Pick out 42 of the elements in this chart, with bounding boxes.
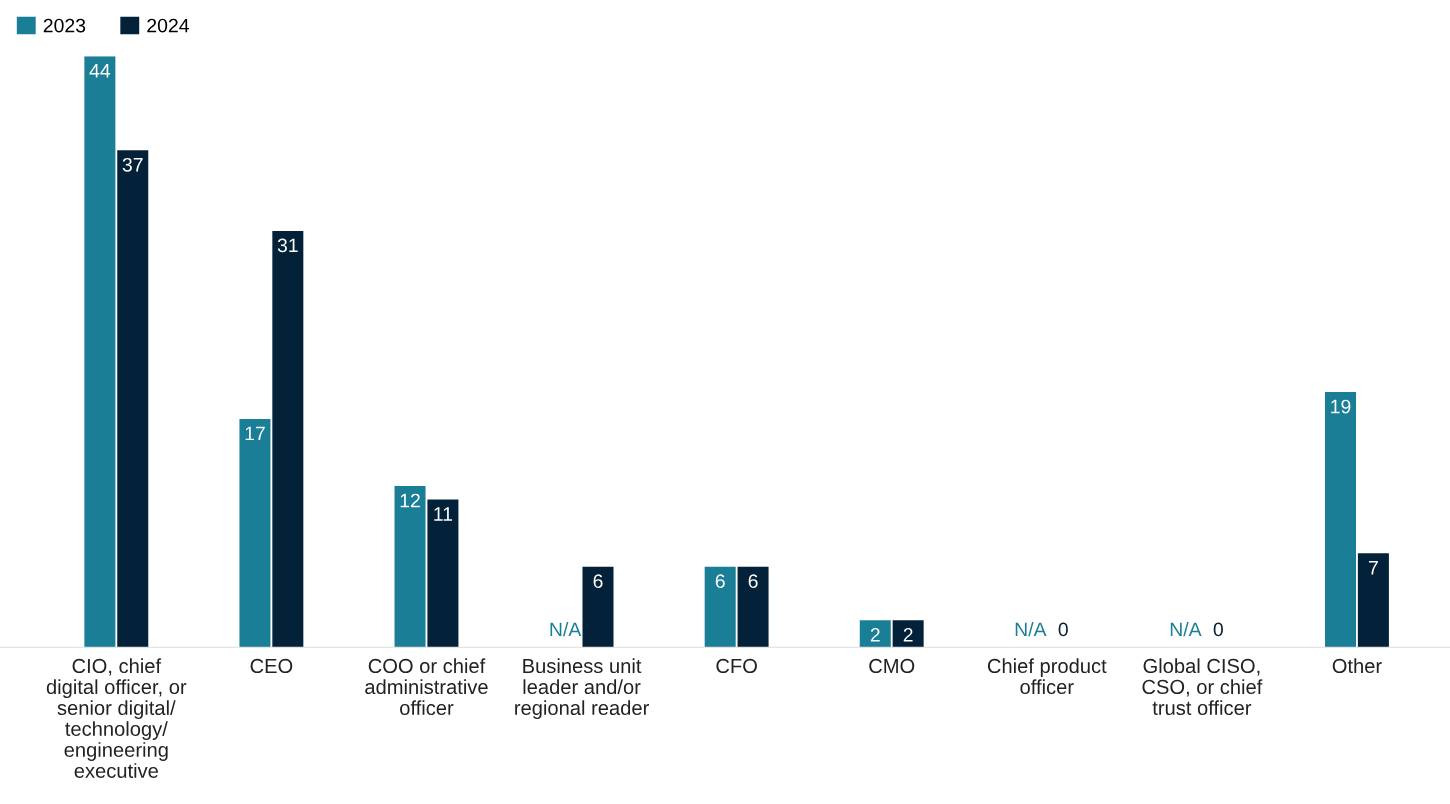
data-label: 11 [434,507,453,521]
text: N/A [1170,622,1202,637]
legend-label: 2023 [43,18,86,33]
data-label: 6 [715,574,725,589]
x-tick-label: CIO, chief digital officer, or senior digital/ technology/ engineering executive [46,658,187,778]
bar [272,230,304,648]
data-label: 6 [748,574,758,589]
x-tick-label: Business unit leader and/or regional reader [515,658,649,720]
data-label: 6 [593,574,603,589]
data-label: 31 [277,238,298,253]
data-label: 17 [245,426,265,441]
data-label: 0 [1213,622,1223,637]
bar [427,499,459,648]
x-tick-label: Other [1332,658,1382,674]
bar [859,620,891,648]
x-tick-label: CEO [250,658,293,674]
bar [84,56,116,648]
bar [737,566,769,648]
x-tick-label: COO or chief administrative officer [365,658,488,716]
text: N/A [550,622,582,637]
data-label: 37 [122,157,143,172]
data-label: 2 [870,627,880,642]
text: N/A [1015,622,1047,637]
legend-label: 2024 [147,18,189,33]
data-label: 12 [400,493,420,508]
bar [239,418,271,648]
x-tick-label: CFO [716,658,757,674]
x-tick-label: Global CISO, CSO, or chief trust officer [1142,658,1263,716]
data-label: 44 [89,64,111,78]
bar [117,150,149,648]
data-label: 0 [1058,622,1068,637]
bar [394,486,426,648]
bar [1325,392,1357,648]
x-tick-label: Chief product officer [987,658,1107,695]
data-label: 19 [1331,399,1351,414]
bar [892,620,924,648]
bar [1357,553,1389,648]
data-label: 2 [903,627,913,642]
data-label: 7 [1368,561,1378,575]
x-tick-label: CMO [869,658,915,674]
bar [704,566,736,648]
bar [582,566,614,648]
